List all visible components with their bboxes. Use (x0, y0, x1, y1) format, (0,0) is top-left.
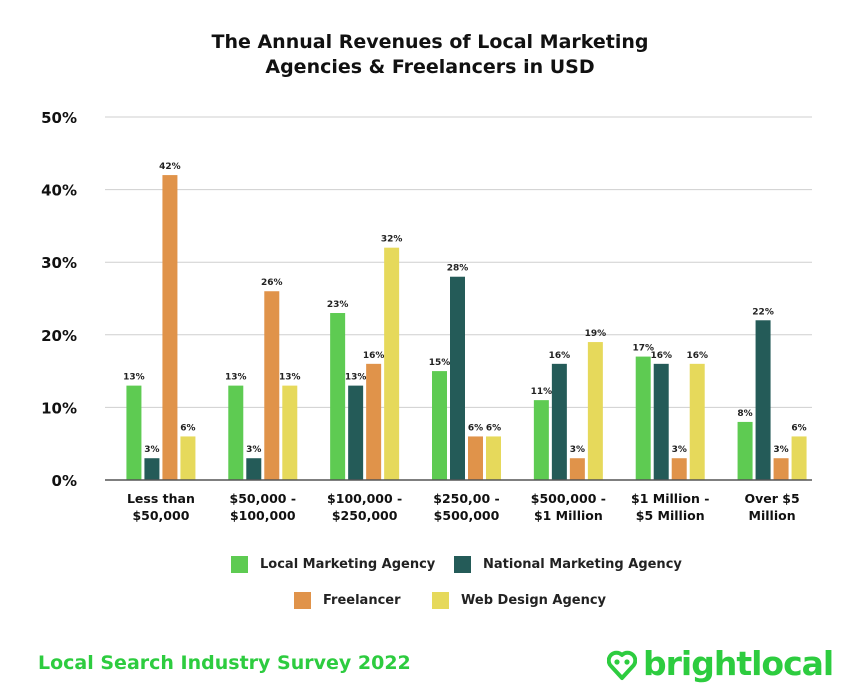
bar (348, 385, 364, 480)
legend-label: Web Design Agency (461, 593, 607, 608)
bar (635, 356, 651, 480)
y-tick-label: 0% (52, 472, 77, 490)
data-label: 3% (246, 445, 261, 455)
y-tick-label: 50% (41, 109, 77, 127)
data-label: 16% (650, 351, 672, 361)
legend-label: National Marketing Agency (483, 557, 682, 572)
x-tick-label: Less than (127, 491, 195, 506)
legend-label: Local Marketing Agency (260, 557, 436, 572)
data-label: 19% (585, 329, 607, 339)
x-tick-label: Over $5 (744, 491, 799, 506)
bar (162, 175, 178, 480)
legend-item-web-design: Web Design Agency (432, 592, 606, 609)
bar (671, 458, 687, 480)
legend-item-freelancer: Freelancer (294, 592, 401, 609)
legend-item-local: Local Marketing Agency (231, 556, 435, 573)
bar (755, 320, 771, 480)
y-tick-label: 10% (41, 399, 77, 417)
brightlocal-logo: brightlocal (607, 644, 834, 684)
data-label: 3% (570, 445, 585, 455)
x-tick-label: $50,000 - (230, 491, 296, 506)
data-label: 8% (737, 409, 752, 419)
y-tick-label: 40% (41, 182, 77, 200)
bar (569, 458, 585, 480)
legend-swatch (454, 556, 471, 573)
bar (282, 385, 298, 480)
bar (468, 436, 483, 480)
data-label: 28% (447, 264, 469, 274)
x-tick-label: $50,000 (132, 508, 189, 523)
x-tick-label: $1 Million - (631, 491, 709, 506)
data-label: 17% (632, 344, 654, 354)
bar (330, 313, 346, 480)
bar (791, 436, 807, 480)
legend-swatch (432, 592, 449, 609)
y-tick-label: 30% (41, 254, 77, 272)
bar (228, 385, 244, 480)
bar (432, 371, 447, 480)
data-label: 3% (773, 445, 788, 455)
data-label: 3% (672, 445, 687, 455)
bar (551, 363, 567, 480)
bar (384, 247, 400, 480)
x-tick-label: Million (749, 508, 796, 523)
bar (533, 400, 549, 480)
data-label: 26% (261, 278, 283, 288)
bar (180, 436, 196, 480)
data-label: 42% (159, 162, 181, 172)
heart-pin-icon (607, 650, 637, 680)
chart-title-line-2: Agencies & Freelancers in USD (265, 56, 595, 78)
data-label: 16% (686, 351, 708, 361)
data-label: 13% (123, 373, 145, 383)
bar (486, 436, 501, 480)
x-tick-label: $250,000 (332, 508, 398, 523)
bar (246, 458, 262, 480)
bar (689, 363, 705, 480)
x-tick-label: $1 Million (534, 508, 603, 523)
x-tick-label: $500,000 (434, 508, 500, 523)
data-label: 13% (345, 373, 367, 383)
legend-swatch (231, 556, 248, 573)
data-label: 6% (791, 423, 806, 433)
x-tick-label: $5 Million (636, 508, 705, 523)
bar (126, 385, 142, 480)
brand-name: brightlocal (643, 644, 834, 683)
bar (587, 342, 603, 480)
x-tick-label: $500,000 - (531, 491, 606, 506)
data-label: 16% (363, 351, 385, 361)
x-tick-label: $100,000 (230, 508, 296, 523)
data-label: 6% (180, 423, 195, 433)
data-label: 13% (225, 373, 247, 383)
data-label: 11% (531, 387, 553, 397)
bar (264, 291, 280, 480)
data-label: 23% (327, 300, 349, 310)
data-label: 3% (144, 445, 159, 455)
bar (366, 363, 382, 480)
data-label: 6% (486, 423, 501, 433)
bar (773, 458, 789, 480)
legend-swatch (294, 592, 311, 609)
bar (737, 421, 753, 480)
bar (450, 276, 465, 480)
data-label: 16% (549, 351, 571, 361)
bar (144, 458, 160, 480)
data-label: 32% (381, 235, 403, 245)
legend-item-national: National Marketing Agency (454, 556, 682, 573)
data-label: 6% (468, 423, 483, 433)
x-tick-label: $100,000 - (327, 491, 402, 506)
data-label: 15% (429, 358, 451, 368)
bar (653, 363, 669, 480)
y-tick-label: 20% (41, 327, 77, 345)
chart-title-line-1: The Annual Revenues of Local Marketing (211, 31, 649, 53)
data-label: 22% (752, 307, 774, 317)
data-label: 13% (279, 373, 301, 383)
legend-label: Freelancer (323, 593, 401, 608)
survey-name: Local Search Industry Survey 2022 (38, 652, 411, 674)
chart-title: The Annual Revenues of Local Marketing A… (0, 30, 860, 80)
x-tick-label: $250,00 - (433, 491, 499, 506)
